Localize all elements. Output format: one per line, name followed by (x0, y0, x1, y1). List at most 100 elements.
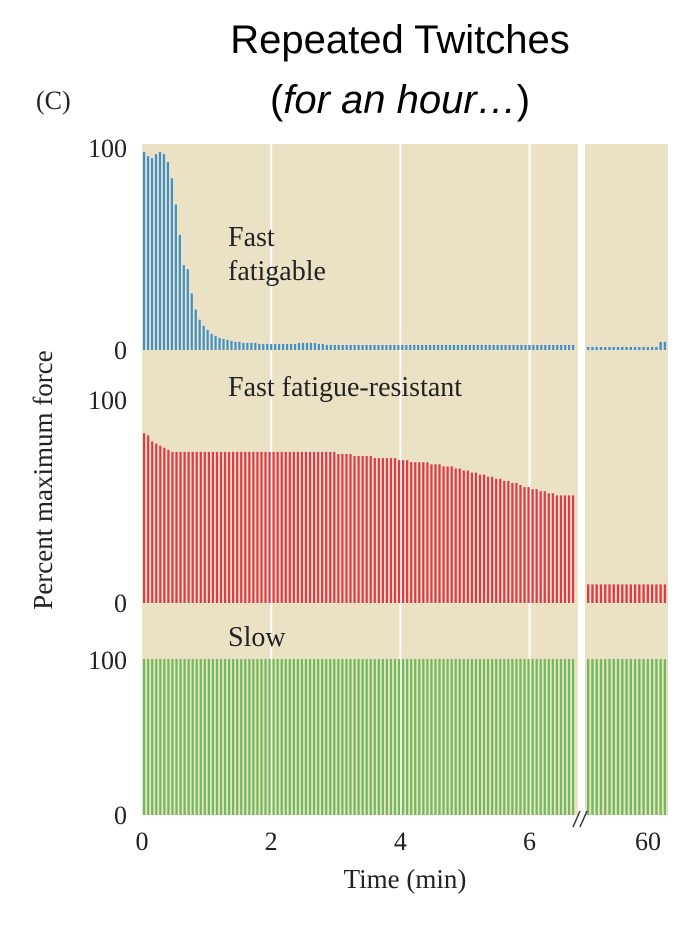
bar (430, 659, 433, 815)
bar-after-break (612, 659, 615, 815)
bar (476, 344, 479, 350)
y-tick-label: 100 (88, 386, 127, 415)
bar (563, 495, 567, 603)
bar (353, 659, 356, 815)
bar (438, 659, 441, 815)
bar (442, 466, 445, 603)
bar (151, 659, 154, 815)
bar-after-break (587, 659, 590, 815)
bar (470, 472, 474, 603)
axis-break-mark (579, 810, 588, 828)
bar (515, 659, 518, 815)
bar (421, 344, 424, 350)
bar (256, 659, 259, 815)
bar (227, 451, 231, 603)
bar (531, 489, 534, 603)
bar (527, 487, 530, 603)
bar (341, 659, 344, 815)
bar (312, 659, 316, 815)
bar (393, 458, 397, 603)
bar (519, 659, 522, 815)
bar (519, 485, 522, 603)
bar-after-break (616, 659, 620, 815)
bar (527, 659, 530, 815)
bar (248, 451, 251, 603)
bar (540, 344, 543, 350)
bar (199, 659, 202, 815)
bar (486, 659, 490, 815)
chart-title-line2: (for an hour…) (140, 78, 660, 123)
bar (401, 344, 404, 350)
bar (567, 495, 571, 603)
bar (223, 451, 227, 603)
bar-after-break (625, 584, 628, 603)
bar (544, 344, 547, 350)
bar (292, 659, 295, 815)
bar (254, 342, 257, 350)
bar (361, 659, 364, 815)
bar (361, 344, 364, 350)
bar (171, 659, 174, 815)
bar (308, 659, 312, 815)
bar-after-break (642, 659, 645, 815)
bar (175, 659, 178, 815)
bar (488, 344, 491, 350)
bar (195, 659, 198, 815)
bar (186, 269, 189, 350)
bar (516, 344, 519, 350)
bar (381, 344, 384, 350)
bar-after-break (638, 584, 641, 603)
bar-after-break (616, 584, 620, 603)
bar (202, 325, 205, 350)
bars (143, 152, 667, 815)
bar (183, 659, 186, 815)
bar (349, 659, 352, 815)
bar-after-break (629, 346, 632, 350)
bar (182, 265, 185, 350)
bar (313, 342, 317, 350)
bar (406, 460, 409, 603)
bar-after-break (633, 346, 637, 350)
bar (167, 449, 170, 603)
bar (296, 659, 300, 815)
bar (175, 451, 178, 603)
bar (357, 344, 360, 350)
bar (531, 659, 534, 815)
bar (381, 458, 384, 603)
x-tick-label: 4 (394, 827, 407, 856)
bar (474, 659, 478, 815)
bar (524, 344, 527, 350)
bar (377, 458, 380, 603)
bar (535, 659, 538, 815)
bar (203, 659, 206, 815)
bar (434, 464, 437, 603)
bar (223, 659, 227, 815)
bar-after-break (591, 346, 594, 350)
bar (381, 659, 384, 815)
bar (300, 659, 304, 815)
bar (289, 343, 293, 350)
bar (478, 659, 482, 815)
bar (187, 659, 190, 815)
bar (369, 659, 372, 815)
bar (406, 659, 409, 815)
bar (187, 451, 190, 603)
bar-after-break (595, 584, 598, 603)
y-tick-label: 0 (114, 589, 127, 618)
bar (272, 451, 275, 603)
bar (446, 659, 449, 815)
x-tick-label: 6 (523, 827, 536, 856)
bar (401, 460, 405, 603)
bar-after-break (599, 584, 603, 603)
bar (474, 472, 478, 603)
bar (288, 659, 291, 815)
bar (414, 659, 417, 815)
bar (333, 451, 336, 603)
bar (393, 659, 397, 815)
bar (329, 344, 332, 350)
bar (539, 659, 542, 815)
bar (377, 659, 380, 815)
bar (389, 344, 392, 350)
bar (171, 451, 174, 603)
